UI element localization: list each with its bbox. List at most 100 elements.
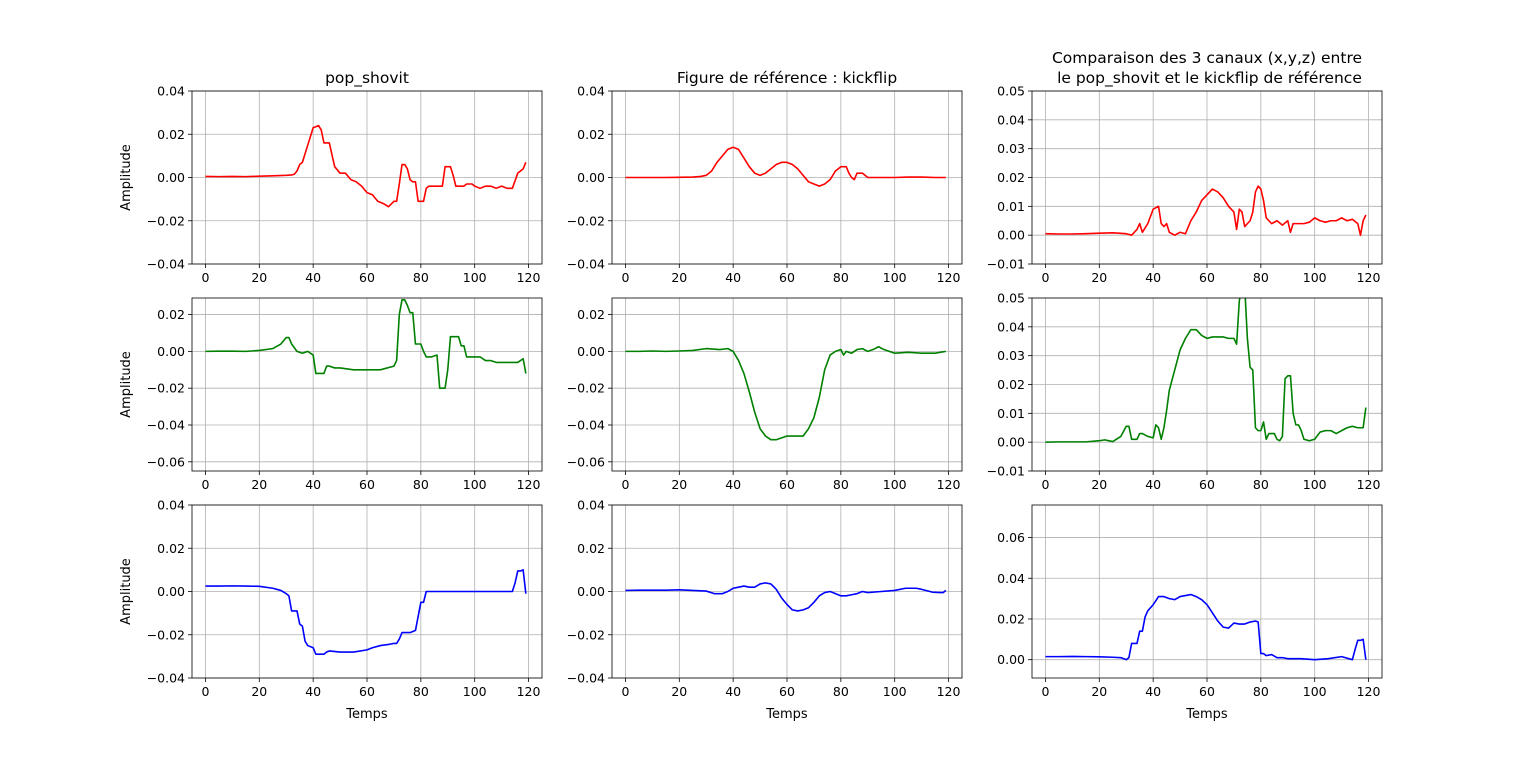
y-tick-label: 0.02 bbox=[997, 170, 1025, 185]
x-tick-label: 60 bbox=[1199, 477, 1215, 492]
x-axis-label: Temps bbox=[765, 707, 808, 722]
subplot-2-0: 0 20 40 60 80 100 120 −0.04 −0.02 0.00 0.02 0.04 Amp… bbox=[119, 498, 543, 722]
y-tick-label: 0.02 bbox=[997, 611, 1025, 626]
y-axis-label: Amplitude bbox=[119, 144, 134, 211]
x-tick-label: 80 bbox=[1253, 684, 1269, 699]
series-line bbox=[1045, 185, 1367, 236]
x-tick-label: 60 bbox=[779, 270, 795, 285]
x-tick-label: 100 bbox=[463, 684, 487, 699]
x-tick-label: 120 bbox=[1357, 270, 1381, 285]
y-tick-label: 0.02 bbox=[577, 307, 605, 322]
y-tick-label: 0.03 bbox=[997, 141, 1025, 156]
x-tick-label: 20 bbox=[1091, 684, 1107, 699]
subplot-1-2: 0 20 40 60 80 100 120 −0.01 0.00 0.01 0.02 0.03 0.04… bbox=[987, 291, 1383, 492]
y-tick-label: −0.04 bbox=[567, 417, 605, 432]
x-tick-label: 60 bbox=[1199, 684, 1215, 699]
subplot-1-1: 0 20 40 60 80 100 120 −0.06 −0.04 −0.02 0.00 0.02 bbox=[567, 297, 963, 492]
x-tick-label: 120 bbox=[517, 270, 541, 285]
y-tick-label: 0.00 bbox=[157, 344, 185, 359]
x-tick-label: 80 bbox=[833, 270, 849, 285]
y-tick-label: −0.02 bbox=[147, 627, 185, 642]
x-tick-label: 20 bbox=[671, 270, 687, 285]
x-tick-label: 40 bbox=[725, 477, 741, 492]
y-tick-label: 0.00 bbox=[577, 584, 605, 599]
y-tick-label: 0.04 bbox=[157, 498, 185, 513]
y-tick-label: 0.02 bbox=[577, 127, 605, 142]
x-tick-label: 100 bbox=[1303, 684, 1327, 699]
y-axis-label: Amplitude bbox=[119, 558, 134, 625]
x-tick-label: 0 bbox=[621, 270, 629, 285]
y-tick-label: 0.01 bbox=[997, 199, 1025, 214]
x-tick-label: 40 bbox=[725, 270, 741, 285]
y-tick-label: 0.00 bbox=[997, 435, 1025, 450]
series-line bbox=[205, 124, 527, 208]
y-tick-label: 0.00 bbox=[997, 228, 1025, 243]
y-tick-label: 0.00 bbox=[157, 584, 185, 599]
y-tick-label: 0.02 bbox=[157, 541, 185, 556]
x-tick-label: 20 bbox=[671, 477, 687, 492]
subplot-2-2: 0 20 40 60 80 100 120 0.00 0.02 0.04 0.06 Temps bbox=[997, 504, 1383, 722]
y-tick-label: 0.04 bbox=[997, 571, 1025, 586]
x-tick-label: 20 bbox=[251, 684, 267, 699]
y-tick-label: 0.04 bbox=[577, 84, 605, 99]
x-tick-label: 20 bbox=[671, 684, 687, 699]
subplot-1-0: 0 20 40 60 80 100 120 −0.06 −0.04 −0.02 0.00 0.02 Am… bbox=[119, 297, 543, 492]
x-tick-label: 40 bbox=[725, 684, 741, 699]
x-tick-label: 0 bbox=[201, 684, 209, 699]
y-tick-label: 0.03 bbox=[997, 348, 1025, 363]
y-tick-label: −0.02 bbox=[567, 381, 605, 396]
x-tick-label: 100 bbox=[1303, 477, 1327, 492]
x-tick-label: 60 bbox=[779, 477, 795, 492]
y-tick-label: 0.02 bbox=[997, 377, 1025, 392]
x-tick-label: 120 bbox=[1357, 684, 1381, 699]
x-tick-label: 20 bbox=[1091, 477, 1107, 492]
y-axis-label: Amplitude bbox=[119, 351, 134, 418]
x-tick-label: 40 bbox=[305, 477, 321, 492]
x-axis-label: Temps bbox=[1185, 707, 1228, 722]
y-tick-label: 0.00 bbox=[577, 170, 605, 185]
subplot-0-2: 0 20 40 60 80 100 120 −0.01 0.00 0.01 0.02 0.03 0.04… bbox=[987, 49, 1383, 285]
y-tick-label: 0.00 bbox=[997, 652, 1025, 667]
x-tick-label: 0 bbox=[621, 684, 629, 699]
y-tick-label: −0.04 bbox=[567, 671, 605, 686]
subplot-title: pop_shovit bbox=[325, 69, 409, 88]
y-tick-label: −0.01 bbox=[987, 464, 1025, 479]
x-tick-label: 80 bbox=[833, 684, 849, 699]
x-tick-label: 100 bbox=[883, 270, 907, 285]
x-axis-label: Temps bbox=[345, 707, 388, 722]
x-tick-label: 0 bbox=[621, 477, 629, 492]
series-line bbox=[205, 569, 527, 656]
y-tick-label: −0.04 bbox=[567, 257, 605, 272]
x-tick-label: 120 bbox=[937, 270, 961, 285]
y-tick-label: −0.06 bbox=[147, 454, 185, 469]
y-tick-label: 0.00 bbox=[577, 344, 605, 359]
subplot-0-1: 0 20 40 60 80 100 120 −0.04 −0.02 0.00 0.02 0.04 Fig… bbox=[567, 69, 963, 285]
y-tick-label: 0.05 bbox=[997, 84, 1025, 99]
x-tick-label: 0 bbox=[201, 270, 209, 285]
x-tick-label: 60 bbox=[1199, 270, 1215, 285]
x-tick-label: 120 bbox=[517, 477, 541, 492]
x-tick-label: 120 bbox=[937, 684, 961, 699]
series-line bbox=[1045, 593, 1367, 661]
y-tick-label: 0.01 bbox=[997, 406, 1025, 421]
x-tick-label: 120 bbox=[1357, 477, 1381, 492]
x-tick-label: 80 bbox=[413, 477, 429, 492]
subplot-title: le pop_shovit et le kickflip de référenc… bbox=[1052, 69, 1362, 88]
y-tick-label: −0.02 bbox=[147, 213, 185, 228]
y-tick-label: −0.02 bbox=[567, 213, 605, 228]
y-tick-label: 0.05 bbox=[997, 291, 1025, 306]
x-tick-label: 0 bbox=[201, 477, 209, 492]
x-tick-label: 60 bbox=[359, 270, 375, 285]
x-tick-label: 40 bbox=[1145, 684, 1161, 699]
subplot-title: Figure de référence : kickflip bbox=[677, 69, 897, 87]
x-tick-label: 0 bbox=[1041, 270, 1049, 285]
subplot-title: Comparaison des 3 canaux (x,y,z) entre bbox=[1052, 49, 1362, 67]
y-tick-label: −0.01 bbox=[987, 257, 1025, 272]
x-tick-label: 0 bbox=[1041, 477, 1049, 492]
x-tick-label: 120 bbox=[937, 477, 961, 492]
y-tick-label: 0.02 bbox=[577, 541, 605, 556]
y-tick-label: 0.04 bbox=[577, 498, 605, 513]
series-line bbox=[625, 582, 947, 612]
x-tick-label: 80 bbox=[833, 477, 849, 492]
y-tick-label: 0.04 bbox=[997, 319, 1025, 334]
